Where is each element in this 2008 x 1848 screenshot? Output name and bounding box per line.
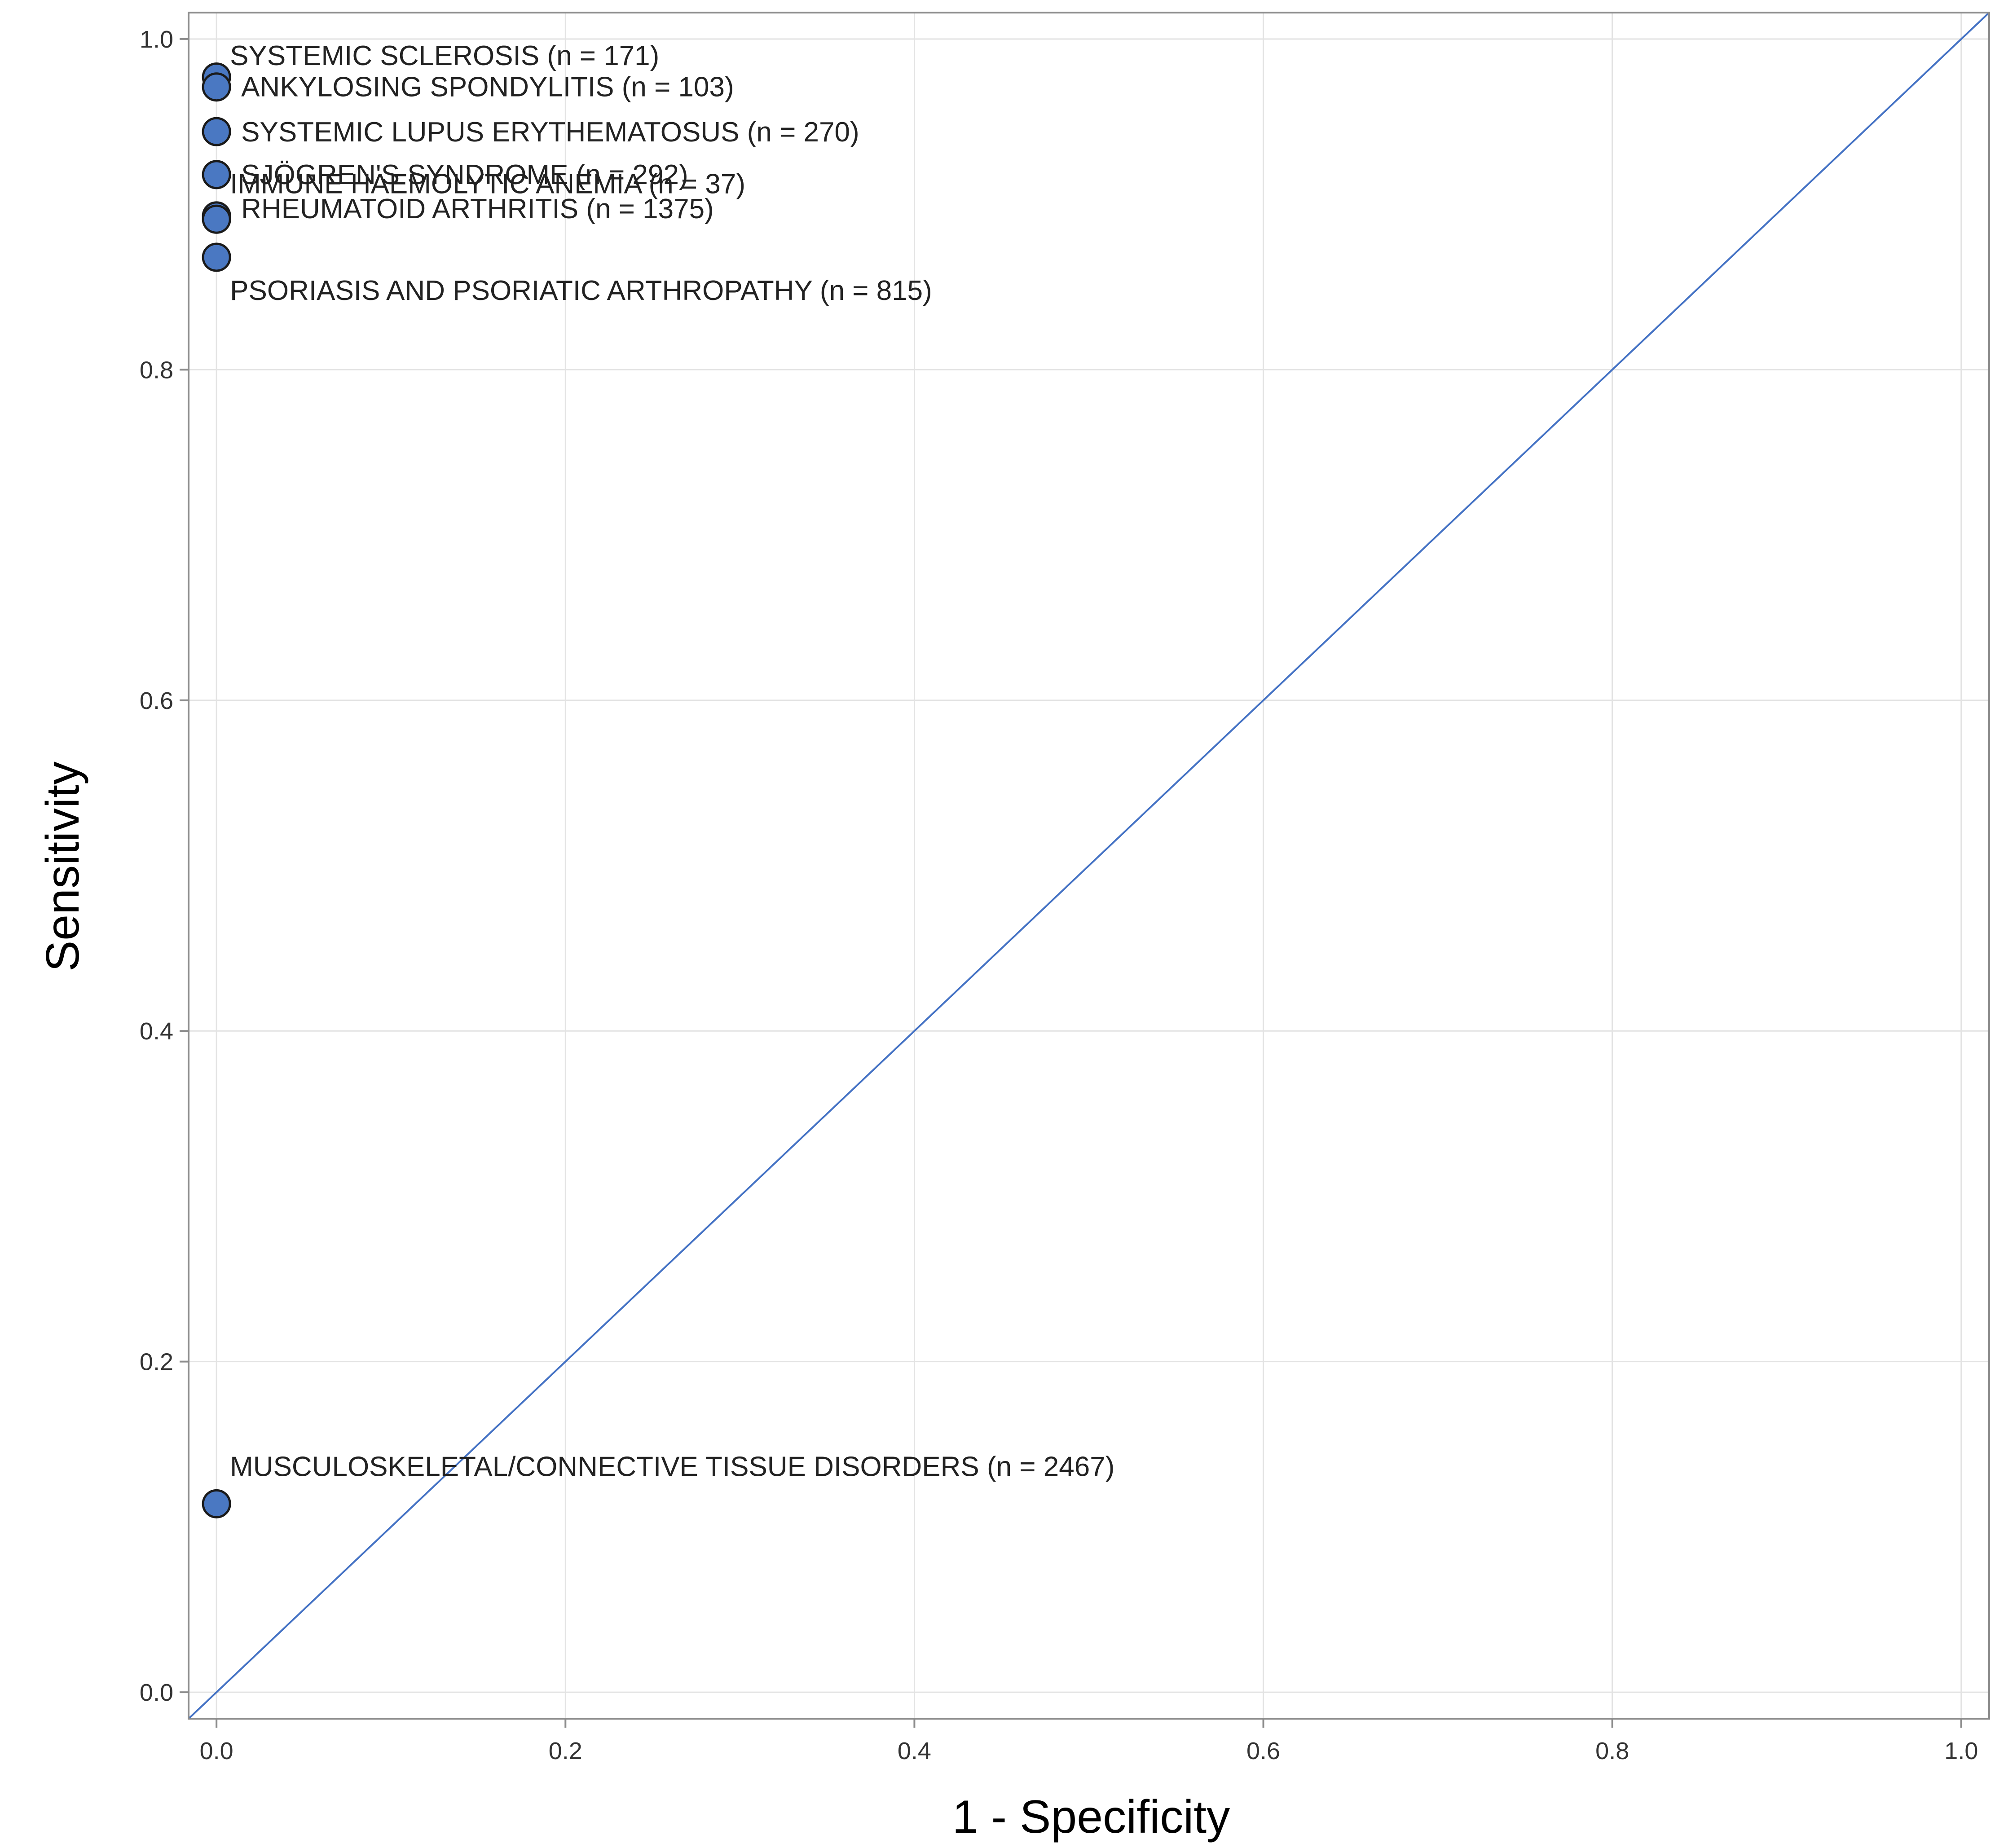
y-tick-label: 0.0 xyxy=(140,1679,173,1706)
data-point xyxy=(202,117,231,146)
data-point xyxy=(202,242,231,272)
point-label: SYSTEMIC LUPUS ERYTHEMATOSUS (n = 270) xyxy=(241,117,859,148)
data-point xyxy=(202,1489,231,1518)
y-tick-label: 1.0 xyxy=(140,26,173,53)
x-axis-title: 1 - Specificity xyxy=(952,1791,1230,1843)
reference-diagonal-line xyxy=(188,12,1990,1720)
y-tick-label: 0.8 xyxy=(140,356,173,383)
point-label: MUSCULOSKELETAL/CONNECTIVE TISSUE DISORD… xyxy=(230,1451,1114,1482)
data-point xyxy=(202,204,231,234)
x-tick-label: 1.0 xyxy=(1944,1738,1978,1764)
y-tick-label: 0.4 xyxy=(140,1018,173,1045)
point-label: PSORIASIS AND PSORIATIC ARTHROPATHY (n =… xyxy=(230,275,932,306)
x-axis-ticks: 0.0 0.2 0.4 0.6 0.8 1.0 xyxy=(200,1719,1978,1764)
data-point xyxy=(202,72,231,102)
gridlines xyxy=(189,13,1989,1719)
x-tick-label: 0.4 xyxy=(898,1738,931,1764)
x-tick-label: 0.0 xyxy=(200,1738,233,1764)
point-label: ANKYLOSING SPONDYLITIS (n = 103) xyxy=(241,72,734,103)
y-tick-label: 0.6 xyxy=(140,687,173,714)
x-tick-label: 0.2 xyxy=(549,1738,582,1764)
point-label: SYSTEMIC SCLEROSIS (n = 171) xyxy=(230,40,659,71)
point-labels: SYSTEMIC SCLEROSIS (n = 171)ANKYLOSING S… xyxy=(230,40,1114,1482)
x-tick-label: 0.8 xyxy=(1595,1738,1629,1764)
data-points xyxy=(202,62,231,1518)
x-tick-label: 0.6 xyxy=(1246,1738,1280,1764)
y-axis-ticks: 0.0 0.2 0.4 0.6 0.8 1.0 xyxy=(140,26,189,1706)
plot-frame xyxy=(188,12,1990,1720)
point-label: RHEUMATOID ARTHRITIS (n = 1375) xyxy=(241,194,714,224)
y-tick-label: 0.2 xyxy=(140,1349,173,1376)
data-point xyxy=(202,160,231,189)
point-label: SJÖGREN'S SYNDROME (n = 292) xyxy=(241,159,688,190)
y-axis-title: Sensitivity xyxy=(37,761,89,972)
point-label: IMMUNE HAEMOLYTIC ANEMIA (n = 37) xyxy=(230,168,745,199)
